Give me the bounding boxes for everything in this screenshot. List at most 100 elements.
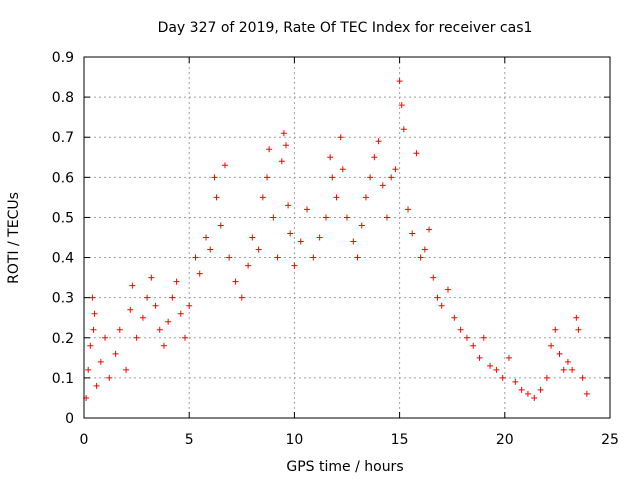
data-point (304, 206, 311, 213)
data-point (316, 234, 323, 241)
x-tick-label: 25 (601, 432, 619, 448)
data-point (297, 238, 304, 245)
data-point (344, 214, 350, 221)
data-point (371, 154, 378, 161)
data-points (83, 78, 590, 401)
x-tick-label: 20 (496, 432, 514, 448)
data-point (470, 342, 477, 349)
data-point (417, 254, 424, 261)
data-point (392, 166, 399, 173)
data-point (409, 230, 416, 237)
data-point (207, 246, 214, 253)
x-tick-label: 10 (285, 432, 303, 448)
x-tick-label: 0 (80, 432, 89, 448)
data-point (160, 342, 167, 349)
y-tick-label: 0.7 (52, 130, 74, 146)
data-point (139, 314, 146, 321)
data-point (506, 354, 513, 361)
data-point (367, 174, 374, 181)
data-point (173, 278, 180, 285)
data-point (579, 374, 586, 381)
data-point (196, 270, 203, 277)
data-point (493, 366, 500, 373)
data-point (548, 342, 555, 349)
y-tick-label: 0.9 (52, 50, 74, 66)
data-point (232, 278, 239, 285)
data-point (337, 134, 344, 141)
data-point (543, 374, 550, 381)
data-point (480, 334, 487, 341)
data-point (339, 166, 346, 173)
data-point (169, 294, 176, 301)
y-tick-label: 0.4 (52, 251, 74, 267)
data-point (192, 254, 199, 261)
data-point (285, 202, 292, 209)
data-point (165, 318, 172, 325)
data-point (400, 126, 407, 133)
data-point (569, 366, 576, 373)
data-point (106, 374, 113, 381)
data-point (444, 286, 451, 293)
data-point (583, 390, 590, 397)
data-point (405, 206, 412, 213)
data-point (112, 350, 119, 357)
data-point (362, 194, 369, 201)
data-point (322, 214, 329, 221)
data-point (287, 230, 294, 237)
data-point (291, 262, 298, 269)
data-point (379, 182, 386, 189)
data-point (350, 238, 357, 245)
data-point (430, 274, 437, 281)
data-point (383, 214, 390, 221)
data-point (221, 162, 228, 169)
y-tick-label: 0.3 (52, 291, 74, 307)
y-tick-label: 0.2 (52, 331, 74, 347)
data-point (434, 294, 441, 301)
data-point (327, 154, 334, 161)
data-point (177, 310, 184, 317)
data-point (127, 306, 134, 313)
data-point (87, 342, 94, 349)
data-point (552, 326, 559, 333)
data-point (524, 390, 531, 397)
data-point (556, 350, 563, 357)
data-point (144, 294, 151, 301)
data-point (278, 158, 285, 165)
data-point (329, 174, 336, 181)
data-point (564, 358, 571, 365)
data-point (245, 262, 252, 269)
x-tick-label: 15 (391, 432, 409, 448)
data-point (413, 150, 420, 157)
data-point (537, 386, 544, 393)
axis-ticks: 0 0.1 0.2 0.3 0.4 0.5 0.6 0.7 0.8 0.9 0 5 10 15 20 25 (52, 50, 619, 448)
data-point (89, 294, 96, 301)
data-point (375, 138, 382, 145)
data-point (426, 226, 433, 233)
data-point (259, 194, 266, 201)
y-tick-label: 0.6 (52, 170, 74, 186)
data-point (85, 366, 92, 373)
data-point (438, 302, 445, 309)
data-point (573, 314, 580, 321)
data-point (421, 246, 428, 253)
data-point (396, 78, 403, 85)
y-tick-label: 0 (65, 411, 74, 427)
data-point (249, 234, 256, 241)
data-point (560, 366, 567, 373)
data-point (213, 194, 220, 201)
data-point (133, 334, 140, 341)
data-point (358, 222, 365, 229)
data-point (102, 334, 109, 341)
data-point (457, 326, 464, 333)
data-point (282, 142, 289, 149)
data-point (463, 334, 470, 341)
data-point (255, 246, 262, 253)
data-point (354, 254, 361, 261)
data-point (499, 374, 506, 381)
y-tick-label: 0.5 (52, 210, 74, 226)
data-point (152, 302, 159, 309)
data-point (93, 382, 100, 389)
data-point (270, 214, 277, 221)
data-point (186, 302, 193, 309)
